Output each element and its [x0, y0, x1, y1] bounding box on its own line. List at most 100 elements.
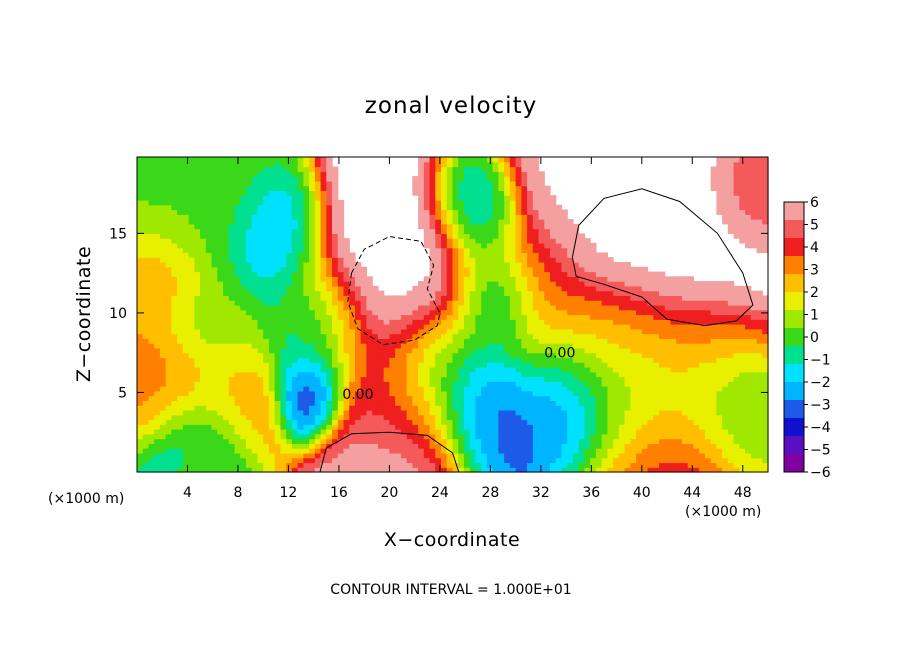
heatmap-cell [320, 343, 327, 349]
heatmap-cell [320, 276, 327, 282]
heatmap-cell [452, 333, 459, 339]
heatmap-cell [177, 448, 184, 454]
heatmap-cell [234, 257, 241, 263]
heatmap-cell [395, 429, 402, 435]
heatmap-cell [475, 161, 482, 168]
heatmap-cell [303, 433, 310, 440]
heatmap-cell [291, 180, 299, 187]
heatmap-cell [326, 161, 333, 168]
heatmap-cell [211, 180, 218, 187]
heatmap-cell [268, 257, 276, 263]
heatmap-cell [182, 195, 190, 201]
heatmap-cell [142, 295, 150, 301]
heatmap-cell [326, 176, 333, 182]
heatmap-cell [389, 438, 396, 444]
heatmap-cell [435, 176, 442, 182]
heatmap-cell [418, 448, 425, 454]
heatmap-cell [481, 390, 488, 397]
heatmap-cell [423, 433, 431, 440]
heatmap-cell [492, 333, 499, 339]
heatmap-cell [245, 262, 253, 268]
heatmap-cell [159, 252, 167, 258]
heatmap-cell [441, 390, 448, 397]
heatmap-cell [423, 190, 431, 196]
heatmap-cell [263, 166, 270, 172]
heatmap-cell [320, 214, 327, 220]
heatmap-cell [291, 185, 299, 192]
heatmap-cell [217, 424, 224, 430]
heatmap-cell [395, 304, 402, 311]
heatmap-cell [165, 171, 173, 177]
heatmap-cell [142, 190, 150, 196]
heatmap-cell [154, 352, 161, 359]
heatmap-cell [555, 419, 563, 425]
heatmap-cell [274, 338, 282, 344]
heatmap-cell [343, 395, 350, 402]
heatmap-cell [452, 238, 459, 244]
heatmap-cell [481, 209, 488, 215]
heatmap-cell [142, 185, 150, 192]
heatmap-cell [395, 381, 402, 387]
heatmap-cell [309, 419, 316, 425]
heatmap-cell [509, 357, 517, 363]
heatmap-cell [211, 209, 218, 215]
heatmap-cell [326, 333, 333, 339]
heatmap-cell [251, 429, 259, 435]
heatmap-cell [492, 405, 499, 411]
heatmap-cell [555, 352, 563, 359]
heatmap-cell [205, 438, 213, 444]
heatmap-cell [395, 438, 402, 444]
heatmap-cell [343, 452, 350, 459]
heatmap-cell [418, 290, 425, 297]
heatmap-cell [584, 362, 591, 368]
heatmap-cell [544, 190, 551, 196]
heatmap-cell [177, 180, 184, 187]
heatmap-cell [452, 386, 459, 392]
heatmap-cell [182, 314, 190, 320]
heatmap-cell [245, 314, 253, 320]
heatmap-cell [383, 395, 390, 402]
heatmap-cell [544, 343, 551, 349]
heatmap-cell [274, 381, 282, 387]
heatmap-cell [550, 386, 557, 392]
heatmap-cell [297, 452, 304, 459]
heatmap-cell [223, 371, 230, 378]
heatmap-cell [498, 419, 505, 425]
heatmap-cell [217, 180, 224, 187]
heatmap-cell [211, 223, 218, 230]
heatmap-cell [154, 180, 161, 187]
heatmap-cell [217, 448, 224, 454]
heatmap-cell [463, 214, 471, 220]
heatmap-cell [314, 357, 322, 363]
heatmap-cell [567, 347, 574, 354]
heatmap-cell [578, 314, 586, 320]
heatmap-cell [481, 281, 488, 287]
heatmap-cell [314, 219, 322, 225]
heatmap-cell [492, 199, 499, 206]
heatmap-cell [217, 252, 224, 258]
heatmap-cell [205, 228, 213, 234]
heatmap-cell [469, 276, 477, 282]
heatmap-cell [137, 204, 144, 211]
heatmap-cell [567, 371, 574, 378]
heatmap-cell [159, 429, 167, 435]
heatmap-cell [182, 381, 190, 387]
heatmap-cell [515, 409, 522, 416]
heatmap-cell [435, 433, 442, 440]
heatmap-cell [171, 266, 178, 273]
heatmap-cell [509, 452, 517, 459]
heatmap-cell [280, 300, 287, 306]
heatmap-cell [332, 343, 339, 349]
heatmap-cell [148, 467, 155, 473]
heatmap-cell [245, 252, 253, 258]
heatmap-cell [400, 390, 408, 397]
heatmap-cell [211, 395, 218, 402]
heatmap-cell [240, 433, 247, 440]
heatmap-cell [555, 443, 563, 449]
heatmap-cell [515, 228, 522, 234]
heatmap-cell [182, 190, 190, 196]
heatmap-cell [182, 419, 190, 425]
heatmap-cell [452, 457, 459, 464]
heatmap-cell [429, 204, 436, 211]
heatmap-cell [337, 285, 345, 292]
